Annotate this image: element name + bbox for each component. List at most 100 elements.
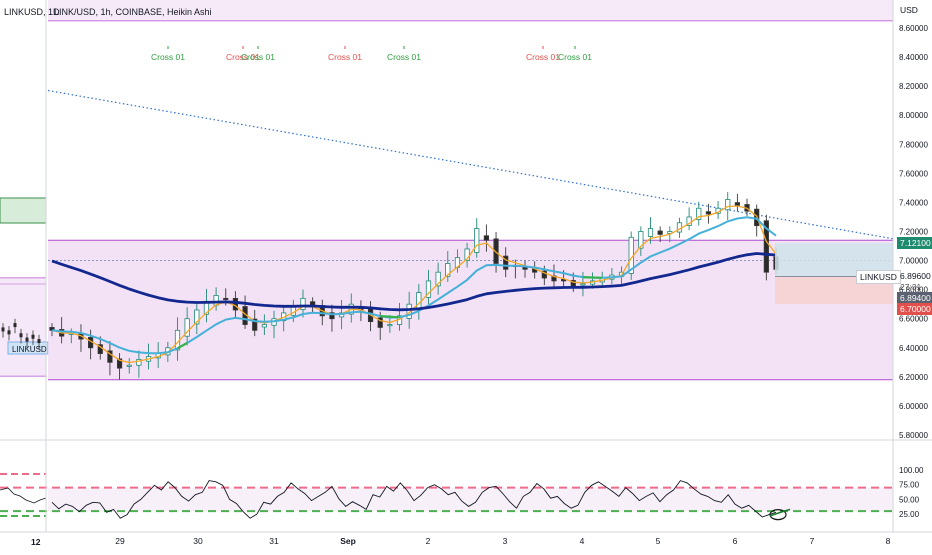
candle-body [194, 309, 200, 325]
candle-body [763, 220, 769, 273]
y-tick-label: 8.40000 [899, 53, 928, 62]
y-tick-label: 7.80000 [899, 140, 928, 149]
candle-body [503, 255, 509, 270]
left-candle-body [25, 337, 29, 342]
x-tick-label: 29 [115, 536, 125, 546]
y-tick-label: 7.00000 [899, 257, 928, 266]
ema-cross-segment [582, 276, 603, 279]
current-price-tag: 7.12100 [897, 237, 932, 249]
y-tick-label: 6.60000 [899, 315, 928, 324]
range-zones [47, 0, 894, 381]
currency-label: USD [900, 5, 918, 15]
y-tick-label: 8.00000 [899, 111, 928, 120]
y-tick-label: 7.20000 [899, 228, 928, 237]
stop-price-tag: 6.70000 [897, 303, 932, 315]
candle-body [541, 270, 547, 279]
candle-body [126, 364, 132, 367]
left-symbol-badge[interactable]: LINKUSD [12, 345, 47, 354]
rsi-band [48, 487, 893, 512]
candle-body [387, 324, 393, 327]
candle-body [734, 202, 740, 206]
candle-body [474, 228, 480, 253]
left-rsi-line [0, 487, 47, 504]
x-tick-label: 4 [580, 536, 585, 546]
ema-mid-line [51, 216, 777, 355]
x-tick-label: 2 [426, 536, 431, 546]
candle-body [184, 318, 190, 337]
candle-body [136, 359, 142, 366]
candle-body [213, 295, 219, 306]
trendline [47, 89, 894, 240]
candle-body [638, 231, 644, 249]
countdown-tag: 27:31 [900, 282, 922, 292]
left-candle-body [19, 333, 23, 338]
candle-body [483, 235, 490, 241]
y-tick-label: 8.60000 [899, 24, 928, 33]
rsi-panel: 100.00 75.00 50.00 25.00 [0, 466, 924, 521]
x-tick-label: 30 [193, 536, 203, 546]
ma-slow-line [51, 252, 777, 312]
candle-body [696, 207, 702, 220]
rsi-tick-label: 25.00 [899, 510, 920, 519]
rsi-tick-label: 75.00 [899, 481, 920, 490]
x-tick-label: 5 [656, 536, 661, 546]
candle-body [647, 228, 654, 237]
y-tick-label: 6.20000 [899, 373, 928, 382]
rsi-tick-label: 50.00 [899, 495, 920, 504]
left-target-zone [0, 197, 47, 224]
cross-marker-label: Cross 01 [151, 52, 185, 62]
left-candle-body [31, 334, 35, 339]
candle-body [425, 280, 432, 298]
candle-body [445, 263, 451, 277]
candle-body [232, 297, 239, 311]
y-tick-label: 7.60000 [899, 169, 928, 178]
left-date-label: 12 [31, 537, 41, 547]
ema-cross-segment [176, 342, 188, 350]
y-tick-label: 5.80000 [899, 431, 928, 440]
candle-body [377, 317, 383, 328]
candle-body [435, 271, 441, 287]
rsi-tick-label: 100.00 [899, 466, 924, 475]
candle-body [493, 238, 499, 264]
candle-body [657, 230, 663, 235]
candle-body [416, 292, 422, 309]
candle-body [252, 318, 258, 331]
cross-marker-label: Cross 01 [226, 52, 260, 62]
rsi-hand-stroke [769, 508, 791, 517]
x-tick-label: Sep [340, 536, 356, 546]
x-tick-label: 6 [733, 536, 738, 546]
symbol-price-label: LINKUSD [856, 270, 901, 284]
left-interval: 1D [48, 7, 60, 17]
range-zone-fill [48, 240, 893, 380]
left-zone-fill [0, 278, 46, 376]
cross-marker-label: Cross 01 [558, 52, 592, 62]
candle-body [300, 297, 306, 310]
candle-body [580, 283, 586, 286]
ema-cross-segment [380, 315, 400, 319]
moving-averages [51, 205, 777, 364]
left-candle-body [1, 327, 5, 332]
rsi-hand-circle [769, 509, 787, 521]
cross-marker-label: Cross 01 [241, 52, 275, 62]
chart-title: LINK/USD, 1h, COINBASE, Heikin Ashi [54, 7, 212, 17]
y-tick-label: 7.40000 [899, 198, 928, 207]
left-mini-chart[interactable] [0, 197, 49, 517]
y-tick-label: 8.20000 [899, 82, 928, 91]
candle-body [223, 297, 229, 300]
y-tick-label: 6.40000 [899, 344, 928, 353]
left-symbol-title: LINKUSD, 1D [4, 7, 60, 17]
symbol-price-tag: 6.89600 [900, 271, 931, 281]
x-tick-label: 7 [810, 536, 815, 546]
candle-body [705, 211, 712, 215]
left-candle-body [7, 330, 11, 335]
upper-zone-fill [48, 0, 893, 21]
left-candle-body [13, 323, 17, 328]
x-tick-label: 31 [269, 536, 279, 546]
candle-body [261, 324, 267, 328]
rsi-line [51, 480, 777, 519]
entry-price-tag: 6.89400 [897, 292, 932, 304]
